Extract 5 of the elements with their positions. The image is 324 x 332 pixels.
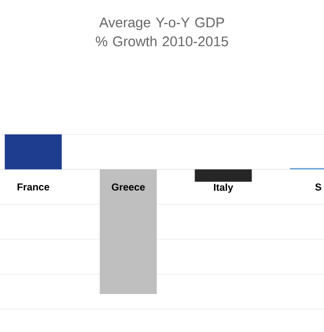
x-tick-label: Greece: [112, 184, 145, 191]
x-tick-label: Italy: [214, 184, 234, 193]
x-tick-label: S: [315, 184, 322, 191]
x-tick-label: France: [18, 184, 50, 190]
chart-title: Average Y-o-Y GDP % Growth 2010-2015: [96, 18, 228, 46]
